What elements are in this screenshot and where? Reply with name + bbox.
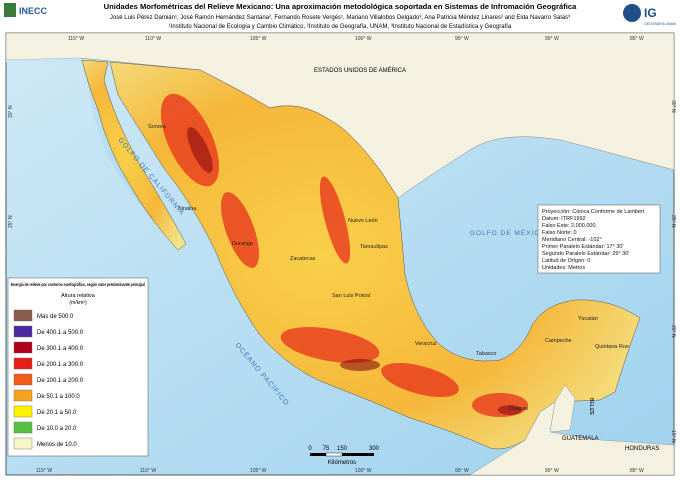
state-label: Tamaulipas bbox=[360, 244, 388, 250]
legend-swatch bbox=[13, 309, 33, 322]
projection-line: Falso Norte: 0 bbox=[542, 230, 577, 236]
lon-label: 90° W bbox=[545, 36, 559, 42]
scale-segment bbox=[342, 453, 374, 456]
legend-label: Más de 500.0 bbox=[37, 314, 74, 320]
lon-label: 105° W bbox=[250, 36, 267, 42]
lon-label: 100° W bbox=[355, 468, 372, 474]
country-label: ESTADOS UNIDOS DE AMÉRICA bbox=[314, 67, 406, 74]
lon-label: 115° W bbox=[36, 468, 52, 474]
scale-label: 300 bbox=[369, 446, 380, 452]
legend-swatch bbox=[13, 421, 33, 434]
legend-label: De 50.1 a 100.0 bbox=[37, 394, 80, 400]
scale-segment bbox=[310, 453, 326, 456]
mexico-mainland bbox=[109, 61, 641, 450]
legend-swatch bbox=[13, 437, 33, 450]
logo-right: IG bbox=[644, 6, 657, 20]
scale-label: 75 bbox=[323, 446, 330, 452]
lat-label: 30° N bbox=[670, 100, 676, 113]
baja-california bbox=[81, 59, 187, 251]
lon-label: 105° W bbox=[250, 468, 267, 474]
state-label: Durango bbox=[232, 241, 253, 247]
legend-swatch bbox=[13, 341, 33, 354]
lon-label: 95° W bbox=[455, 36, 469, 42]
state-label: Quintana Roo bbox=[595, 344, 629, 350]
legend-swatch bbox=[13, 389, 33, 402]
state-label: Chiapas bbox=[508, 406, 528, 412]
logo-left: INECC bbox=[19, 6, 48, 16]
legend-label: De 100.1 a 200.0 bbox=[37, 378, 84, 384]
lon-label: 110° W bbox=[145, 36, 161, 42]
legend-swatch bbox=[13, 405, 33, 418]
lon-label: 95° W bbox=[455, 468, 469, 474]
state-label: Tabasco bbox=[476, 351, 497, 357]
country-label: GUATEMALA bbox=[562, 436, 599, 442]
lon-label: 100° W bbox=[355, 36, 372, 42]
logo-right-icon bbox=[623, 4, 641, 22]
scale-label: 0 bbox=[308, 446, 312, 452]
legend-label: De 400.1 a 500.0 bbox=[37, 330, 84, 336]
legend-unit: (m/km²) bbox=[69, 300, 87, 306]
projection-line: Unidades: Metros bbox=[542, 265, 585, 271]
lat-label: 20° N bbox=[670, 325, 676, 338]
lon-label: 115° W bbox=[68, 36, 84, 42]
state-label: Nuevo León bbox=[348, 218, 378, 224]
scale-segment bbox=[325, 452, 343, 457]
projection-line: Segundo Paralelo Estándar: 29° 30' bbox=[542, 251, 629, 257]
projection-line: Primer Paralelo Estándar: 17° 30' bbox=[542, 244, 624, 250]
country-label: HONDURAS bbox=[625, 446, 659, 452]
lon-label: 85° W bbox=[630, 468, 644, 474]
scale-unit: Kilómetros bbox=[328, 460, 356, 466]
legend-swatch bbox=[13, 357, 33, 370]
legend-label: Menos de 10.0 bbox=[37, 442, 77, 448]
lon-label: 90° W bbox=[545, 468, 559, 474]
affiliations: ¹Instituto Nacional de Ecología y Cambio… bbox=[169, 24, 512, 30]
scale-bar: 0 75 150 300 Kilómetros bbox=[308, 446, 379, 466]
state-label: Veracruz bbox=[415, 341, 437, 347]
state-label: Campeche bbox=[545, 338, 572, 344]
projection-line: Proyección: Cónica Conforme de Lambert bbox=[542, 209, 645, 215]
state-label: San Luis Potosí bbox=[332, 293, 371, 299]
legend-swatch bbox=[13, 373, 33, 386]
lat-label: 25° N bbox=[8, 215, 14, 228]
state-label: Sinaloa bbox=[178, 206, 197, 212]
logo-right-sub: GEOGRAFÍA UNAM bbox=[644, 22, 676, 26]
logo-icon bbox=[4, 3, 16, 17]
projection-line: Falso Este: 2,000,000 bbox=[542, 223, 596, 229]
legend-label: De 20.1 a 50.0 bbox=[37, 410, 77, 416]
legend-title: Energía de relieve por contorno morfográ… bbox=[11, 282, 145, 287]
lon-label: 110° W bbox=[140, 468, 156, 474]
legend-label: De 300.1 a 400.0 bbox=[37, 346, 84, 352]
legend-subtitle: Altura relativa bbox=[61, 293, 96, 299]
sea-label: GOLFO DE MÉXICO bbox=[470, 228, 546, 237]
central-america-land bbox=[469, 401, 675, 476]
authors: José Luis Pérez Damián¹, José Ramón Hern… bbox=[110, 15, 570, 21]
lat-label: 30° N bbox=[8, 105, 14, 118]
legend: Energía de relieve por contorno morfográ… bbox=[11, 282, 145, 450]
relief-peaks bbox=[187, 127, 522, 415]
projection-line: Datum: ITRF1992 bbox=[542, 216, 586, 222]
projection-box bbox=[537, 204, 661, 274]
scale-label: 150 bbox=[337, 446, 348, 452]
lat-label: 15° N bbox=[670, 430, 676, 443]
lat-label: 25° N bbox=[670, 215, 676, 228]
legend-label: De 200.1 a 300.0 bbox=[37, 362, 84, 368]
title: Unidades Morfométricas del Relieve Mexic… bbox=[104, 2, 577, 11]
projection-line: Meridiano Central: -102° bbox=[542, 237, 602, 243]
country-label: BELIZE bbox=[588, 398, 594, 416]
state-label: Zacatecas bbox=[290, 256, 316, 262]
state-label: Sonora bbox=[148, 124, 167, 130]
projection-line: Latitud de Origen: 0 bbox=[542, 258, 590, 264]
state-label: Yucatán bbox=[578, 316, 598, 322]
legend-label: De 10.0 a 20.0 bbox=[37, 426, 77, 432]
projection-info: Proyección: Cónica Conforme de LambertDa… bbox=[542, 209, 645, 271]
lon-label: 85° W bbox=[630, 36, 644, 42]
legend-swatch bbox=[13, 325, 33, 338]
